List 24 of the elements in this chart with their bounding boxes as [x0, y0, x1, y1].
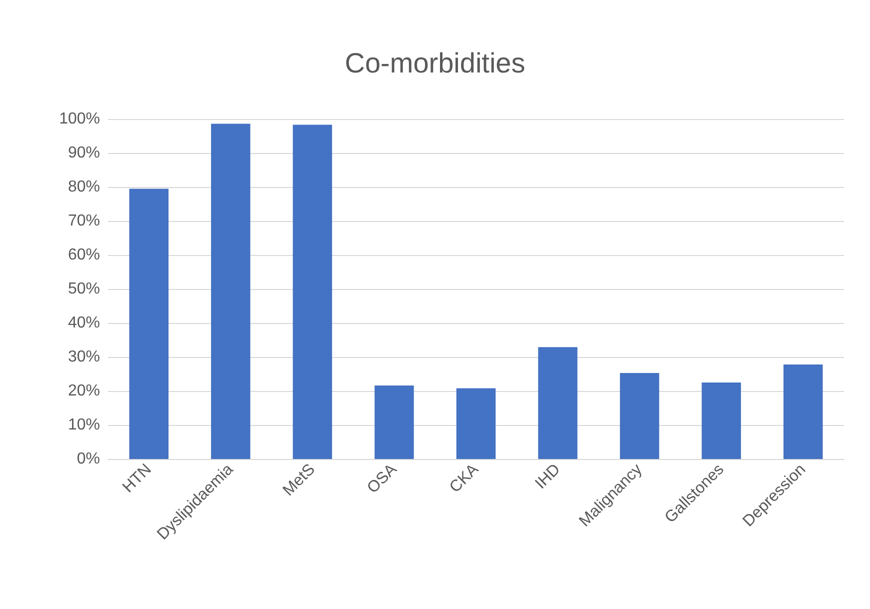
bar — [702, 382, 741, 459]
y-tick-label: 20% — [68, 382, 100, 400]
bar — [292, 124, 332, 459]
y-tick-label: 40% — [68, 314, 100, 332]
chart-title: Co-morbidities — [344, 48, 526, 78]
bar — [374, 386, 414, 459]
y-tick-label: 100% — [59, 110, 100, 128]
y-tick-label: 10% — [68, 416, 100, 434]
y-tick-label: 60% — [68, 246, 100, 264]
bar — [620, 372, 660, 459]
y-tick-label: 80% — [68, 178, 100, 196]
x-tick-label: CKA — [446, 460, 482, 496]
bar — [129, 188, 169, 459]
bar — [211, 124, 250, 459]
y-tick-label: 50% — [68, 280, 100, 298]
y-tick-label: 30% — [68, 348, 100, 366]
x-tick-label: OSA — [364, 460, 400, 497]
bar — [456, 388, 496, 459]
y-tick-label: 90% — [68, 144, 100, 162]
y-tick-label: 0% — [76, 450, 100, 468]
bar — [538, 347, 578, 459]
x-tick-label: IHD — [532, 460, 564, 492]
y-tick-label: 70% — [68, 212, 100, 230]
bar — [783, 364, 823, 459]
